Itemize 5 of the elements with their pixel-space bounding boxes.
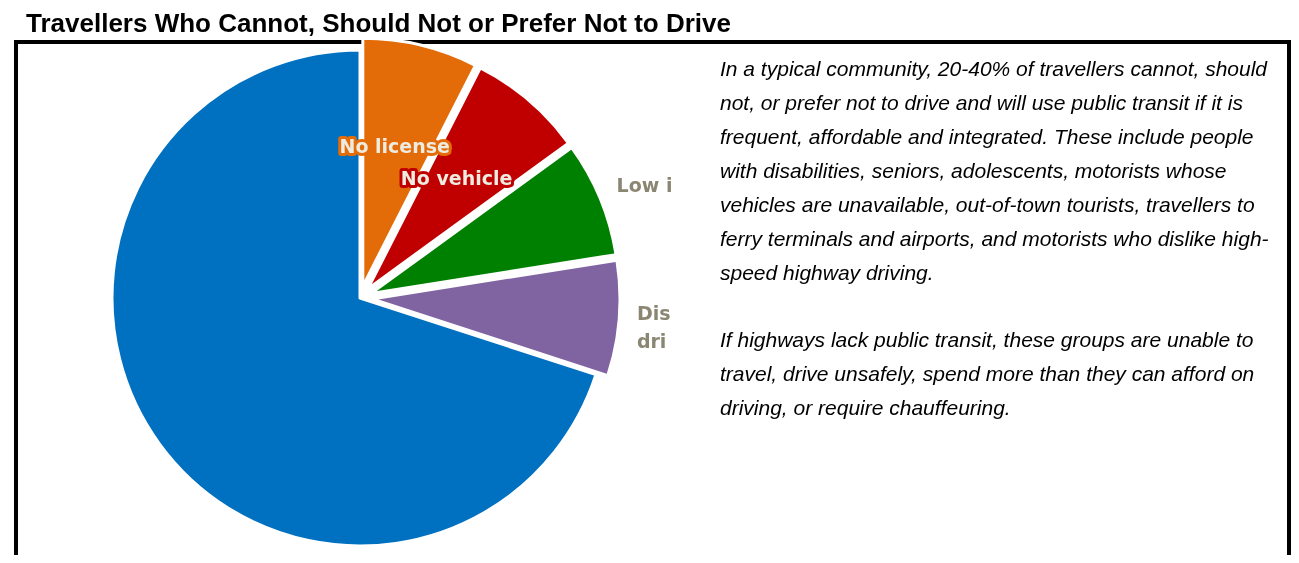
slice-label: Low i: [616, 173, 673, 196]
slice-label: Dis dri: [636, 301, 671, 352]
chart-title: Travellers Who Cannot, Should Not or Prefer Not to Drive: [26, 8, 731, 38]
text: If highways lack public transit, these groups are unable to travel, drive unsafely, spend more than they can afford on driving, or require chauffeuring.: [720, 327, 1256, 421]
text: In a typical community, 20-40% of travellers cannot, should not, or prefer not to drive and will use public transit if it is frequent, affordable and integrated. These include people with disabilities, seniors, adolescents, motorists whose vehicles are unavailable, out-of-town tourists, travellers to ferry terminals and airports, and motorists who dislike high-speed highway driving.: [720, 56, 1270, 286]
